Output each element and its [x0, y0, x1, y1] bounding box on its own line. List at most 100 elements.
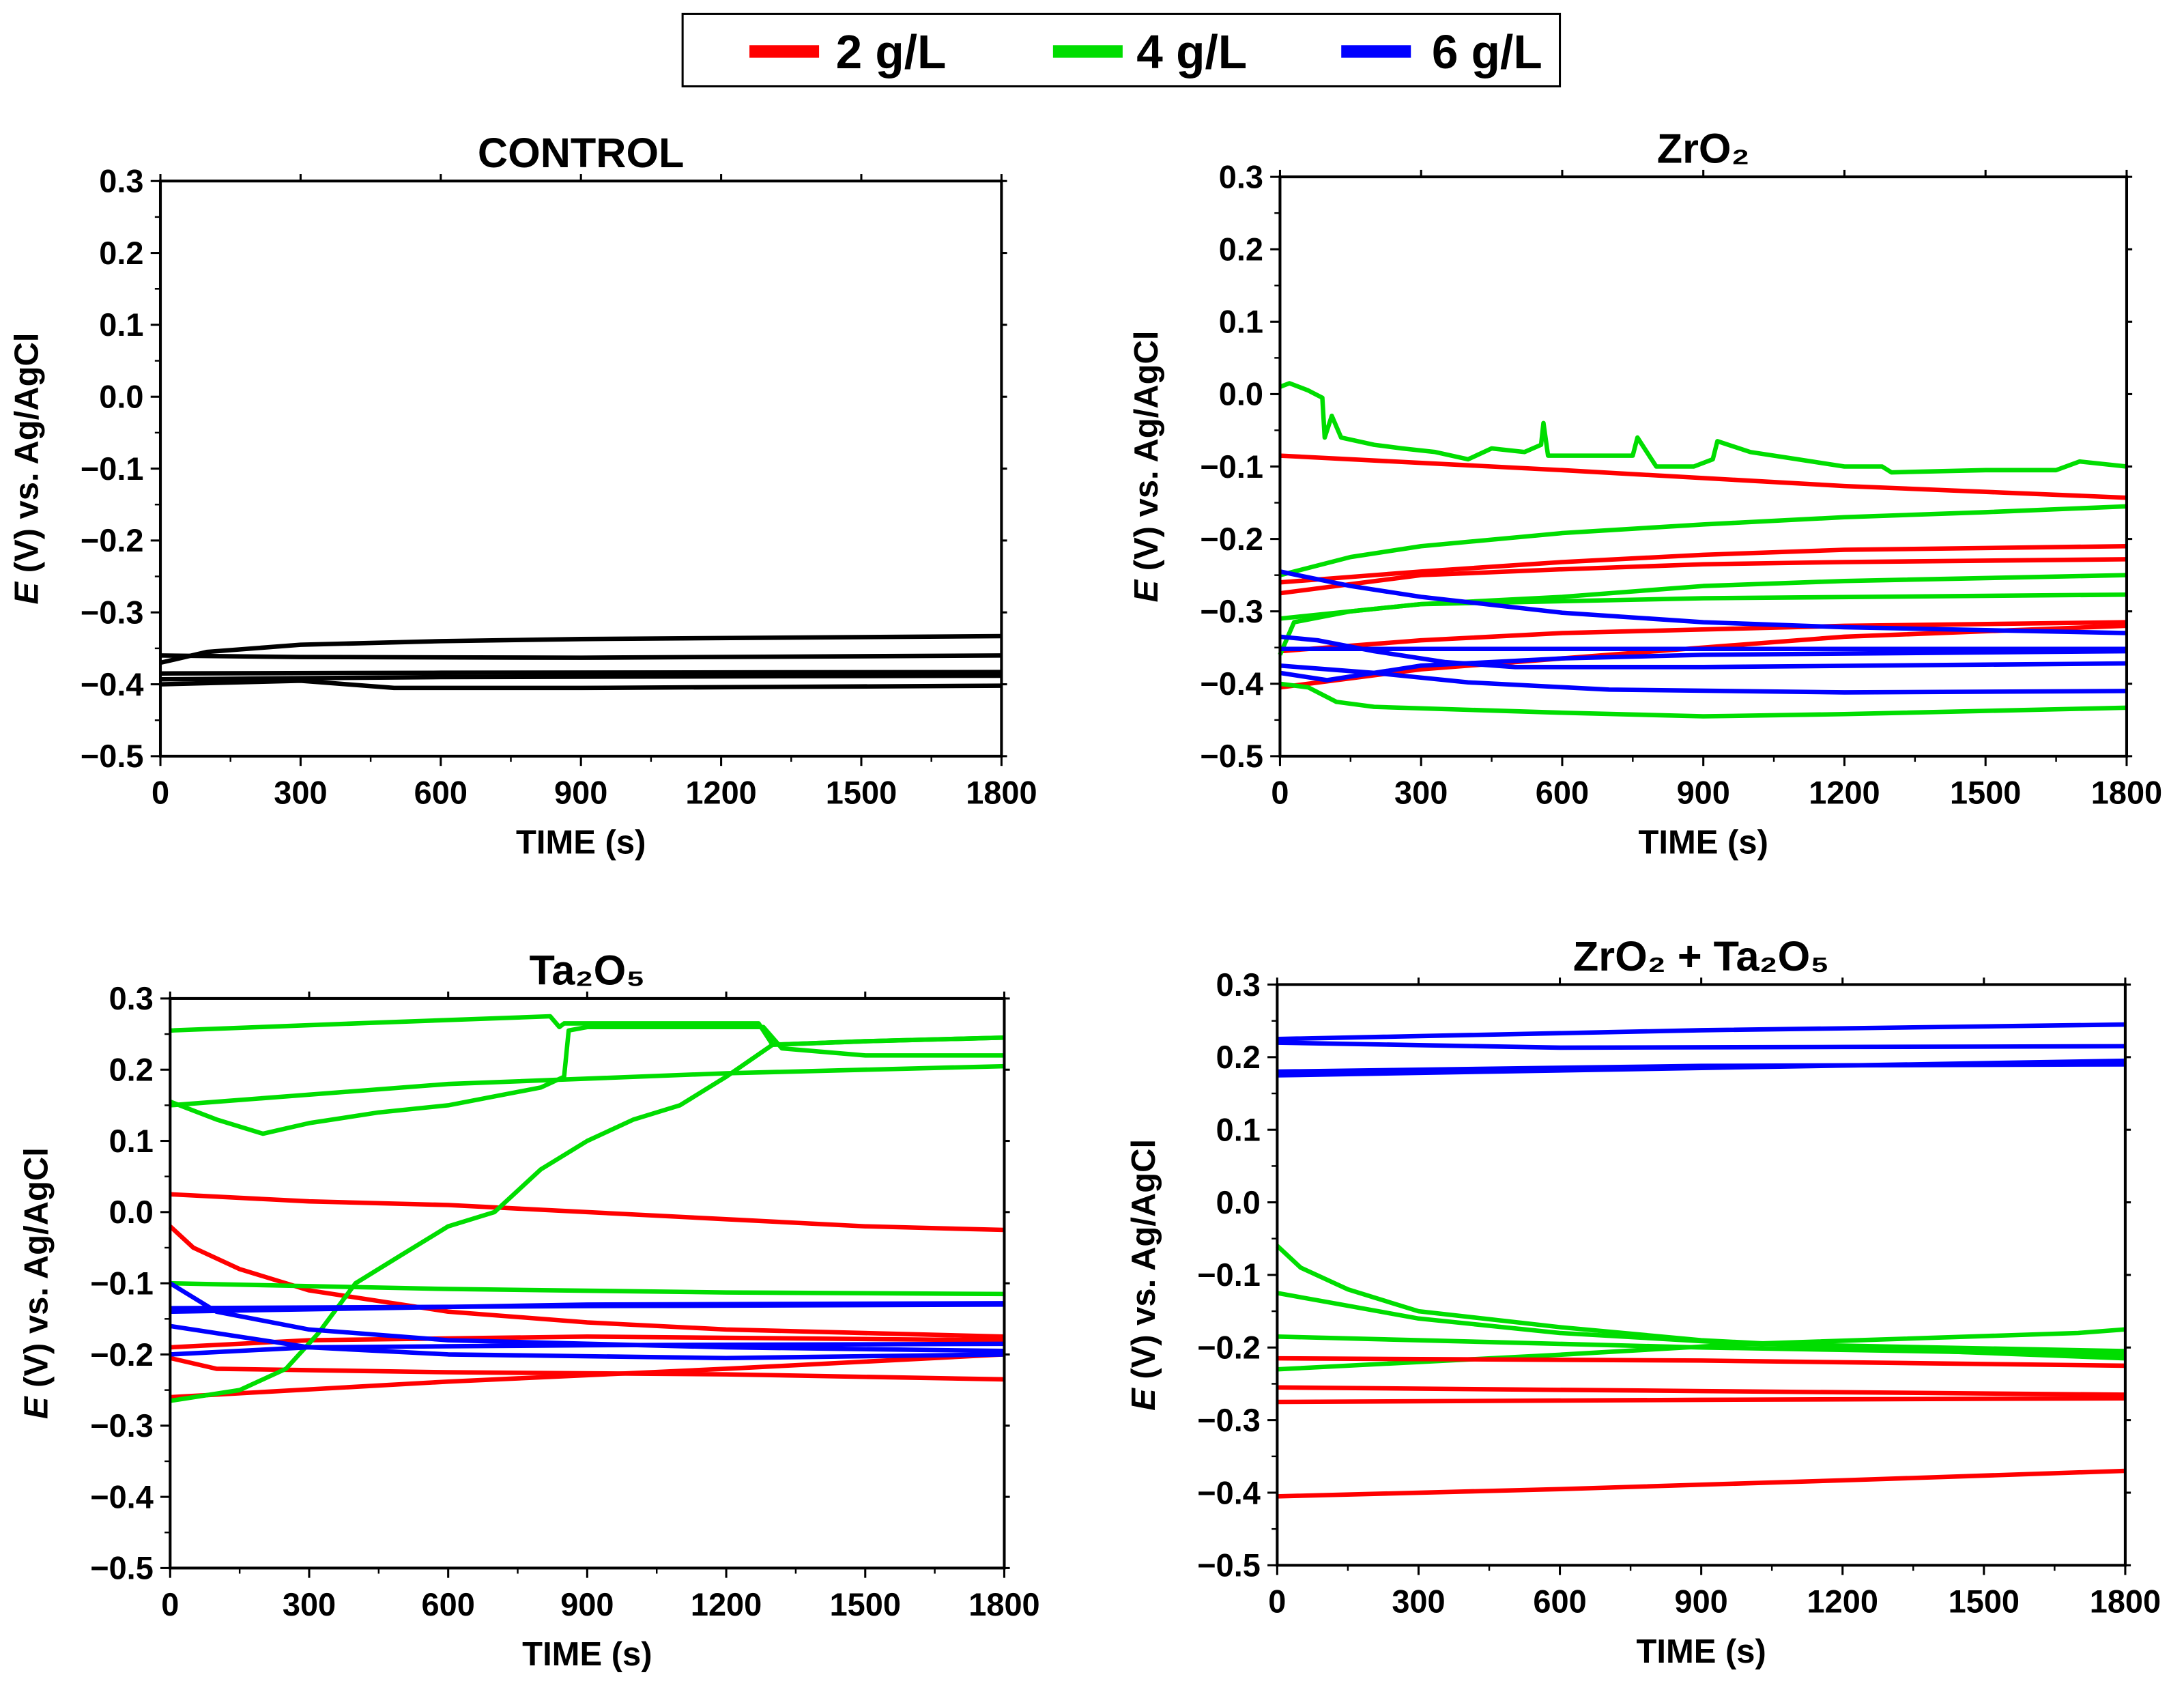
y-axis-label-text: (V) vs. Ag/AgCl: [18, 1147, 55, 1396]
y-tick-label: 0.1: [1216, 1113, 1261, 1148]
series-line: [160, 678, 1002, 691]
x-tick-label: 0: [161, 1587, 179, 1622]
y-tick-label: −0.3: [1200, 594, 1263, 629]
y-axis-label: E (V) vs. Ag/AgCl: [1125, 1139, 1162, 1411]
panel-zro2: ZrO₂ 0 300 600 900 1200 1500 1800 0.3 0.2 0.1 0.0 −0…: [1128, 126, 2162, 861]
series-line: [169, 1323, 1005, 1360]
series-line: [160, 633, 1002, 665]
series-line: [1276, 1291, 2125, 1353]
series-line: [170, 1301, 1005, 1315]
y-axis-label: E (V) vs. Ag/AgCl: [1128, 331, 1165, 603]
series-line: [1280, 543, 2127, 585]
series-line: [1280, 623, 2127, 690]
x-tick-label: 300: [1394, 775, 1448, 810]
series-line: [170, 1063, 1005, 1108]
y-tick-label: −0.2: [81, 523, 144, 558]
x-tick-label: 600: [414, 775, 468, 810]
chart-title: CONTROL: [478, 130, 685, 176]
legend-label-4gl: 4 g/L: [1136, 25, 1247, 78]
x-tick-label: 1800: [966, 775, 1037, 810]
y-tick-label: −0.1: [81, 451, 144, 487]
series-line: [170, 1192, 1005, 1233]
plot-frame: [158, 180, 1003, 758]
x-tick-label: 600: [422, 1587, 475, 1622]
y-tick-label: −0.4: [90, 1479, 154, 1515]
series-line: [160, 673, 1002, 682]
series-line: [1277, 1385, 2125, 1397]
y-tick-label: −0.5: [81, 739, 144, 774]
y-tick-label: −0.5: [1200, 739, 1263, 774]
series-line: [1277, 1396, 2125, 1405]
series-line: [1277, 1058, 2125, 1078]
y-axis-label-variable: E: [8, 582, 45, 605]
x-tick-label: 1500: [826, 775, 897, 810]
y-tick-label: 0.2: [109, 1052, 154, 1088]
y-axis-label-variable: E: [1128, 579, 1165, 603]
x-tick-label: 900: [554, 775, 607, 810]
x-axis-label: TIME (s): [516, 825, 646, 861]
series-line: [1279, 504, 2127, 577]
y-tick-label: −0.4: [81, 667, 144, 702]
series-line: [1280, 557, 2127, 596]
series-line: [1277, 1468, 2126, 1499]
series-line: [160, 653, 1002, 660]
x-tick-label: 0: [152, 775, 169, 810]
series-line: [1280, 453, 2127, 500]
x-tick-label: 300: [283, 1587, 336, 1622]
y-axis-label-text: (V) vs. Ag/AgCl: [1128, 331, 1165, 580]
y-tick-label: −0.4: [1200, 666, 1263, 702]
x-tick-label: 600: [1536, 775, 1589, 810]
series-line: [1277, 1022, 2125, 1042]
series-line: [1280, 681, 2127, 719]
x-tick-label: 900: [560, 1587, 614, 1622]
y-tick-label: 0.3: [99, 164, 143, 199]
series-line: [1279, 648, 2127, 683]
x-tick-label: 0: [1271, 775, 1289, 810]
y-tick-label: 0.0: [1219, 377, 1263, 412]
y-tick-label: −0.1: [90, 1265, 154, 1301]
x-tick-label: 1800: [2090, 1584, 2161, 1620]
x-axis-label: TIME (s): [1639, 825, 1768, 861]
series-line: [170, 1341, 1005, 1357]
y-tick-label: 0.3: [1216, 967, 1261, 1003]
y-tick-label: −0.2: [1197, 1330, 1261, 1366]
y-tick-label: 0.1: [99, 307, 143, 343]
x-axis-label: TIME (s): [1636, 1633, 1766, 1670]
y-tick-label: 0.2: [1219, 232, 1263, 268]
x-tick-label: 1800: [968, 1587, 1039, 1622]
y-tick-label: 0.0: [1216, 1185, 1261, 1220]
y-tick-label: −0.3: [90, 1408, 154, 1444]
series-line: [1277, 1356, 2125, 1368]
series-line: [1277, 1040, 2125, 1050]
x-tick-label: 900: [1677, 775, 1730, 810]
legend-label-6gl: 6 g/L: [1432, 25, 1542, 78]
x-tick-label: 1200: [685, 775, 756, 810]
x-tick-label: 600: [1533, 1584, 1586, 1620]
x-tick-label: 300: [1392, 1584, 1445, 1620]
legend-label-2gl: 2 g/L: [836, 25, 947, 78]
chart-title: ZrO₂ + Ta₂O₅: [1573, 933, 1829, 979]
plot-frame: [169, 996, 1006, 1570]
x-tick-label: 300: [274, 775, 327, 810]
y-tick-label: −0.1: [1197, 1257, 1261, 1293]
y-tick-label: 0.2: [1216, 1039, 1261, 1075]
y-tick-label: 0.1: [1219, 304, 1263, 340]
x-tick-label: 1800: [2091, 775, 2162, 810]
x-tick-label: 1200: [1807, 1584, 1878, 1620]
series-line: [170, 1352, 1005, 1400]
x-tick-label: 1500: [1950, 775, 2021, 810]
y-tick-label: 0.3: [1219, 159, 1263, 195]
series-line: [1279, 381, 2127, 475]
x-tick-label: 1500: [1949, 1584, 2020, 1620]
series-line: [1280, 634, 2127, 670]
y-axis-label-variable: E: [1125, 1388, 1162, 1411]
y-tick-label: −0.3: [81, 595, 144, 631]
series-line: [160, 670, 1002, 676]
series-line: [169, 1224, 1005, 1339]
y-tick-label: 0.1: [109, 1123, 154, 1159]
y-tick-label: −0.5: [90, 1551, 154, 1586]
y-axis-label-text: (V) vs. Ag/AgCl: [8, 333, 45, 582]
chart-title: ZrO₂: [1657, 126, 1750, 172]
series-line: [1279, 569, 2127, 635]
